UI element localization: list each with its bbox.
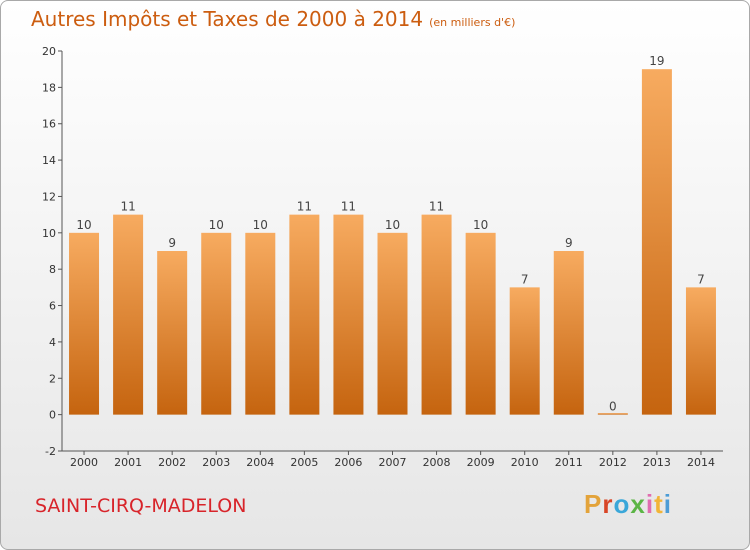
- y-tick-label: 0: [49, 409, 56, 422]
- x-tick-label: 2005: [290, 456, 318, 469]
- data-label: 11: [429, 200, 444, 214]
- bar: [333, 214, 364, 415]
- bar: [597, 413, 628, 415]
- y-tick-label: 8: [49, 263, 56, 276]
- data-label: 7: [521, 272, 529, 286]
- bar: [641, 69, 672, 415]
- data-label: 19: [649, 54, 664, 68]
- data-label: 10: [473, 218, 488, 232]
- x-tick-label: 2011: [555, 456, 583, 469]
- logo-letter: i: [645, 489, 655, 519]
- bar: [377, 232, 408, 415]
- proxiti-logo: Proxiti: [584, 489, 672, 520]
- y-tick-label: 18: [42, 81, 56, 94]
- data-label: 11: [297, 200, 312, 214]
- y-tick-label: -2: [45, 445, 56, 458]
- data-label: 9: [565, 236, 573, 250]
- data-label: 11: [120, 200, 135, 214]
- bar: [553, 251, 584, 415]
- x-tick-label: 2006: [334, 456, 362, 469]
- x-tick-label: 2012: [599, 456, 627, 469]
- data-label: 10: [76, 218, 91, 232]
- x-tick-label: 2003: [202, 456, 230, 469]
- bar: [157, 251, 188, 415]
- y-tick-label: 4: [49, 336, 56, 349]
- data-label: 0: [609, 400, 617, 414]
- logo-letter: o: [613, 489, 631, 519]
- bar: [421, 214, 452, 415]
- logo-letter: P: [584, 489, 603, 519]
- data-label: 10: [253, 218, 268, 232]
- chart-unit: (en milliers d'€): [429, 16, 516, 29]
- y-tick-label: 12: [42, 190, 56, 203]
- x-tick-label: 2008: [423, 456, 451, 469]
- x-tick-label: 2004: [246, 456, 274, 469]
- x-tick-label: 2010: [511, 456, 539, 469]
- y-tick-label: 20: [42, 45, 56, 58]
- data-label: 10: [385, 218, 400, 232]
- bar: [113, 214, 144, 415]
- bar: [509, 287, 540, 415]
- bar: [245, 232, 276, 415]
- y-tick-label: 16: [42, 118, 56, 131]
- bar: [685, 287, 716, 415]
- bar: [201, 232, 232, 415]
- data-label: 11: [341, 200, 356, 214]
- x-tick-label: 2002: [158, 456, 186, 469]
- bar: [465, 232, 496, 415]
- chart-title-block: Autres Impôts et Taxes de 2000 à 2014 (en…: [31, 7, 515, 31]
- logo-letter: x: [630, 489, 646, 519]
- x-tick-label: 2013: [643, 456, 671, 469]
- logo-letter: t: [654, 489, 664, 519]
- chart-title: Autres Impôts et Taxes de 2000 à 2014: [31, 7, 424, 31]
- data-label: 9: [168, 236, 176, 250]
- logo-letter: i: [663, 489, 672, 519]
- y-tick-label: 14: [42, 154, 56, 167]
- y-tick-label: 10: [42, 227, 56, 240]
- y-tick-label: 2: [49, 372, 56, 385]
- bar: [69, 232, 100, 415]
- x-tick-label: 2001: [114, 456, 142, 469]
- logo-letter: r: [602, 489, 614, 519]
- x-tick-label: 2009: [467, 456, 495, 469]
- data-label: 10: [209, 218, 224, 232]
- bar: [289, 214, 320, 415]
- y-tick-label: 6: [49, 300, 56, 313]
- x-tick-label: 2007: [379, 456, 407, 469]
- x-tick-label: 2014: [687, 456, 715, 469]
- x-tick-label: 2000: [70, 456, 98, 469]
- data-label: 7: [697, 272, 705, 286]
- commune-name: SAINT-CIRQ-MADELON: [35, 495, 247, 517]
